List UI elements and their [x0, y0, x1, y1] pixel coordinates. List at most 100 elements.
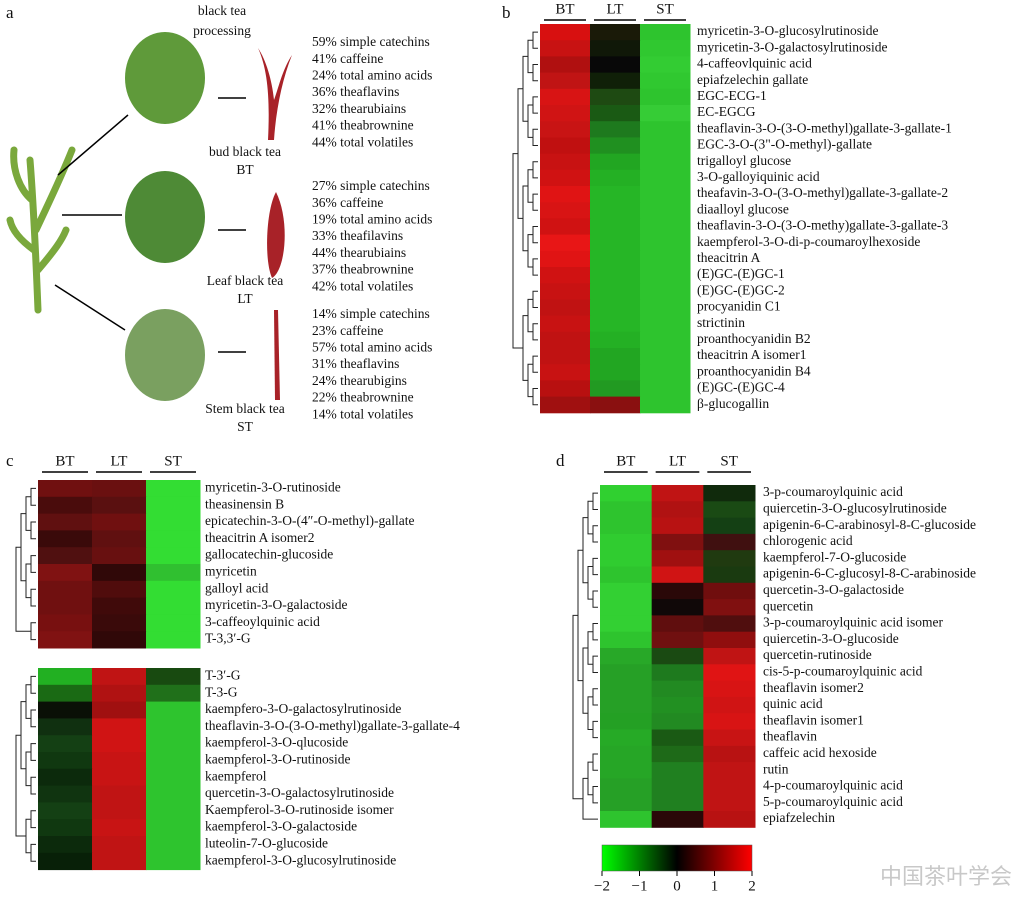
heatmap-cell — [38, 668, 93, 686]
heatmap-cell — [600, 550, 653, 567]
group-label: BT — [555, 1, 574, 17]
dendrogram — [532, 31, 538, 49]
arrow — [54, 284, 126, 331]
dendrogram — [527, 298, 533, 333]
compound-label: β-glucogallin — [697, 396, 769, 411]
colorbar — [601, 844, 753, 872]
dendrogram — [587, 696, 593, 730]
dendrogram — [30, 675, 36, 694]
composition-item: 22% theabrownine — [312, 390, 414, 405]
dendrogram — [592, 753, 598, 771]
composition-item: 24% thearubigins — [312, 373, 407, 388]
compound-label: myricetin-3-O-galactoside — [205, 597, 347, 612]
composition-item: 33% theafilavins — [312, 228, 403, 243]
heatmap-cell — [38, 547, 93, 565]
heatmap-cell — [600, 680, 653, 698]
heatmap-cell — [146, 802, 201, 820]
heatmap-cell — [590, 72, 641, 90]
dendrogram — [522, 185, 528, 252]
heatmap-cell — [590, 348, 641, 365]
heatmap-cell — [92, 496, 147, 515]
heatmap-cell — [590, 380, 641, 398]
compound-label: (E)GC-(E)GC-4 — [697, 380, 785, 395]
heatmap-cell — [540, 396, 591, 414]
heatmap-cell — [38, 701, 93, 719]
heatmap-cell — [600, 778, 653, 796]
compound-label: kaempferol-3-O-glucosylrutinoside — [205, 852, 396, 867]
tea-code: LT — [237, 291, 253, 306]
dendrogram — [30, 588, 36, 607]
composition-item: 44% total volatiles — [312, 134, 413, 149]
heatmap-cell — [38, 735, 93, 753]
heatmap-cell — [540, 186, 591, 203]
heatmap-cell — [92, 735, 147, 753]
heatmap-cell — [92, 564, 147, 582]
stem-image — [125, 309, 205, 401]
heatmap-cell — [651, 582, 704, 600]
compound-label: kaempferol-3-O-di-p-coumaroylhexoside — [697, 234, 920, 249]
dendrogram — [592, 688, 598, 706]
heatmap-cell — [640, 283, 691, 300]
heatmap-cell — [146, 735, 201, 753]
compound-label: caffeic acid hexoside — [763, 745, 877, 760]
compound-label: T-3-G — [205, 684, 238, 699]
compound-label: 4-p-coumaroylquinic acid — [763, 778, 903, 793]
heatmap-cell — [540, 218, 591, 236]
heatmap-cell — [540, 250, 591, 268]
heatmap-cell — [38, 631, 93, 649]
compound-label: proanthocyanidin B4 — [697, 363, 811, 378]
panel-label: b — [502, 3, 511, 22]
group-label: BT — [616, 453, 635, 469]
compound-label: quercetin — [763, 598, 813, 613]
heatmap-cell — [590, 250, 641, 268]
compound-label: Kaempferol-3-O-rutinoside isomer — [205, 802, 394, 817]
heatmap-cell — [38, 852, 93, 871]
heatmap-cell — [146, 701, 201, 719]
heatmap-cell — [640, 56, 691, 74]
heatmap-cell — [600, 696, 653, 714]
heatmap-cell — [703, 762, 756, 779]
heatmap-cell — [703, 745, 756, 763]
dendrogram — [592, 720, 598, 739]
leaf-image — [125, 171, 205, 263]
compound-label: epiafzelechin gallate — [697, 72, 808, 87]
compound-label: gallocatechin-glucoside — [205, 547, 333, 562]
heatmap-cell — [590, 315, 641, 333]
composition-item: 31% theaflavins — [312, 356, 399, 371]
heatmap-cell — [600, 501, 653, 519]
heatmap-cell — [540, 72, 591, 90]
compound-label: myricetin-3-O-galactosylrutinoside — [697, 39, 887, 54]
heatmap-cell — [640, 396, 691, 414]
heatmap-cell — [600, 811, 653, 828]
dendrogram — [532, 258, 538, 276]
leaf-tea — [267, 192, 285, 278]
heatmap-cell — [146, 836, 201, 854]
heatmap-cell — [540, 88, 591, 106]
compound-label: 5-p-coumaroylquinic acid — [763, 794, 903, 809]
dendrogram — [25, 818, 31, 854]
heatmap-cell — [92, 684, 147, 703]
dendrogram — [532, 64, 538, 82]
heatmap-cell — [600, 631, 653, 649]
heatmap-cell — [703, 794, 756, 812]
heatmap-cell — [651, 680, 704, 698]
heatmap-cell — [590, 396, 641, 414]
heatmap-cell — [651, 762, 704, 779]
heatmap-cell — [640, 364, 691, 381]
heatmap-cell — [146, 580, 201, 599]
process-label: processing — [193, 23, 251, 38]
stem-tea — [274, 310, 280, 400]
heatmap-cell — [38, 836, 93, 854]
heatmap-cell — [38, 530, 93, 548]
heatmap-cell — [146, 684, 201, 703]
compound-label: quiercetin-3-O-glucoside — [763, 631, 899, 646]
compound-label: theaflavin-3-O-(3-O-methyl)gallate-3-gal… — [697, 120, 952, 135]
heatmap-cell — [146, 852, 201, 871]
heatmap-cell — [146, 496, 201, 515]
heatmap-cell — [640, 218, 691, 236]
heatmap-cell — [590, 299, 641, 317]
dendrogram — [587, 761, 593, 796]
dendrogram — [582, 647, 588, 714]
heatmap-cell — [92, 802, 147, 820]
dendrogram — [532, 161, 538, 179]
